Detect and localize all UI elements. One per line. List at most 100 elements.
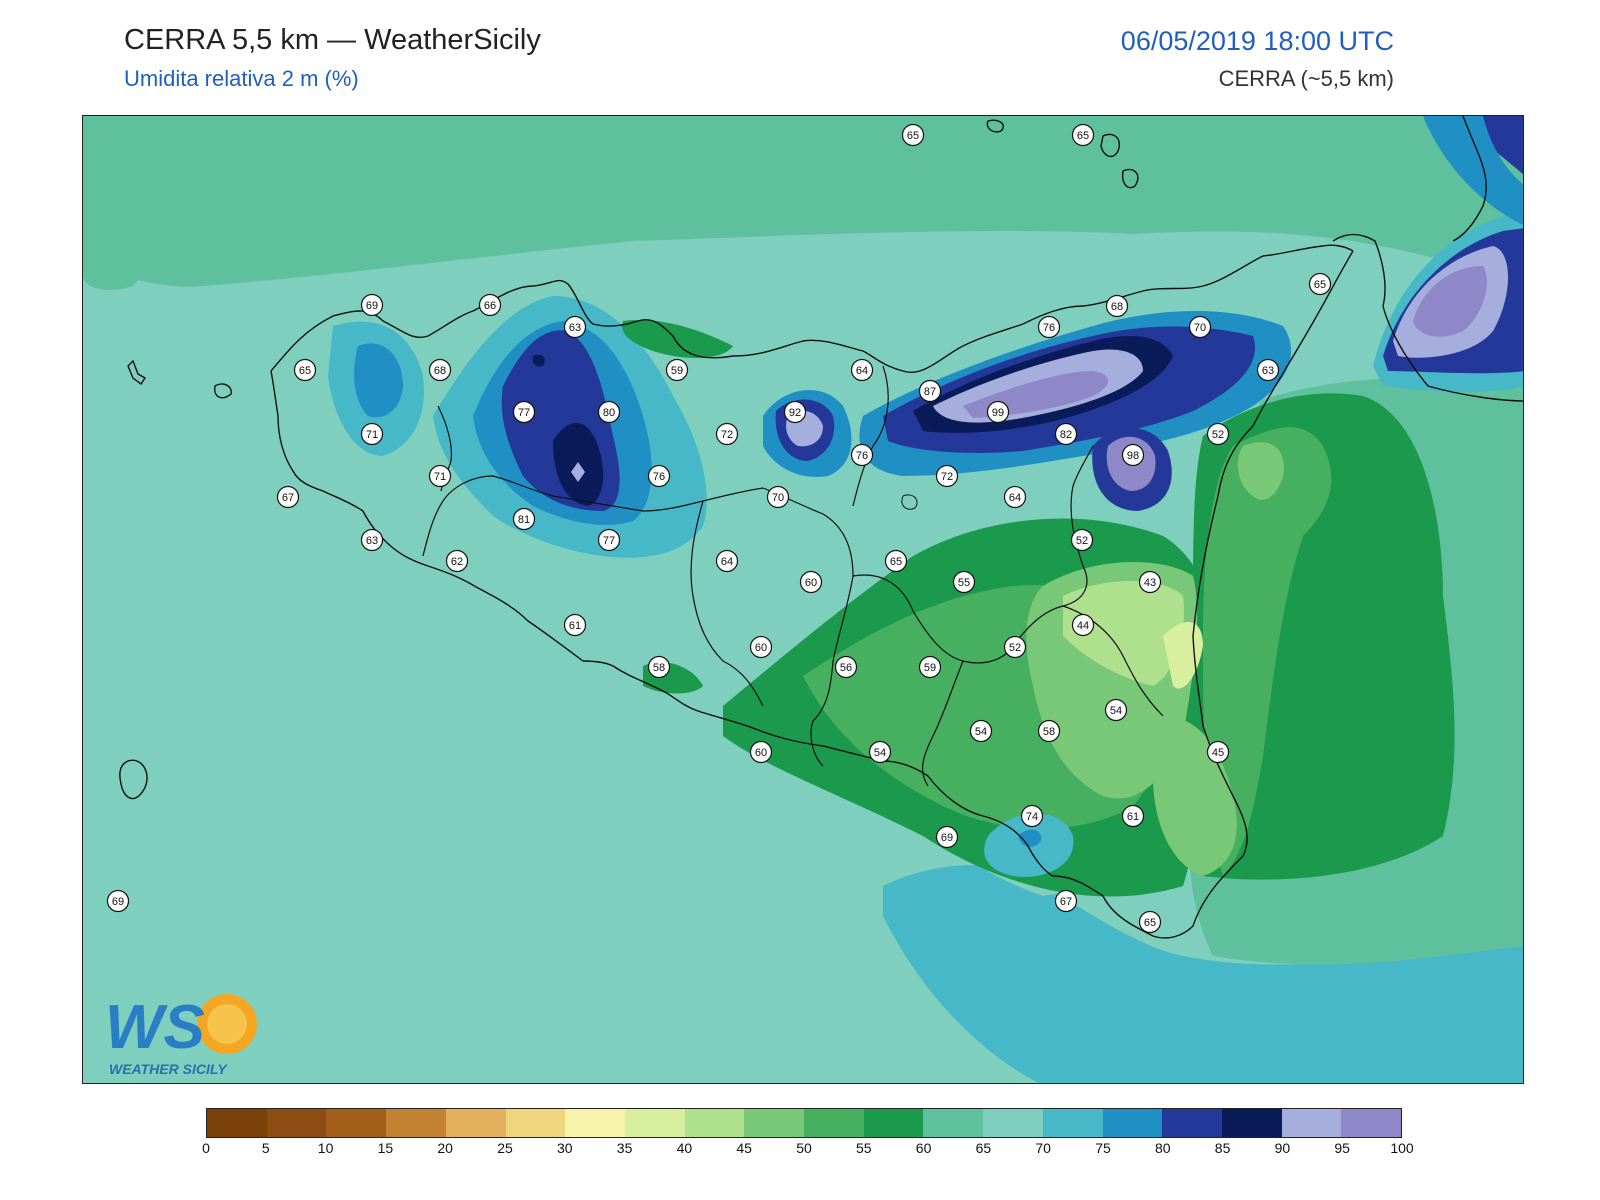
colorbar-tick-label: 75 [1095,1140,1111,1156]
station-marker: 64 [1003,485,1027,509]
station-value: 69 [941,832,953,844]
station-marker: 71 [428,464,452,488]
colorbar-tick-label: 20 [437,1140,453,1156]
station-marker: 58 [647,655,671,679]
station-value: 58 [1043,726,1055,738]
station-value: 61 [1127,811,1139,823]
aeolian-island-3 [986,119,1005,133]
station-value: 63 [569,322,581,334]
colorbar-segment [445,1109,506,1137]
station-value: 61 [569,620,581,632]
colorbar-segment [266,1109,327,1137]
colorbar-tick-label: 45 [736,1140,752,1156]
colorbar-segment [624,1109,685,1137]
station-marker: 77 [597,528,621,552]
field-tyrrhenian-green [622,320,733,358]
station-marker: 71 [360,422,384,446]
station-marker: 67 [276,485,300,509]
station-marker: 68 [1105,294,1129,318]
colorbar-segment [1221,1109,1282,1137]
station-marker: 65 [884,549,908,573]
station-value: 98 [1127,450,1139,462]
station-value: 64 [1009,492,1021,504]
station-value: 76 [653,471,665,483]
logo-ws-text: WS [105,993,205,1062]
colorbar-tick-label: 90 [1274,1140,1291,1156]
station-value: 71 [366,429,378,441]
station-marker: 45 [1206,740,1230,764]
forecast-datetime: 06/05/2019 18:00 UTC [1120,26,1394,56]
station-value: 77 [603,535,615,547]
field-calabria-peak [1413,266,1487,337]
map-svg: 65 65 69 66 63 68 65 71 77 80 59 71 67 76 81 77 63 62 92 72… [83,116,1523,1083]
colorbar-tick-label: 25 [497,1140,513,1156]
model-info: CERRA (~5,5 km) [1218,66,1394,91]
station-marker: 74 [1020,804,1044,828]
station-value: 66 [484,300,496,312]
calabria-coast [1332,233,1523,402]
field-palermo-peak [571,462,585,482]
station-marker: 63 [360,528,384,552]
station-value: 87 [924,386,936,398]
station-value: 52 [1009,642,1021,654]
border-ragusa-catania [921,660,964,787]
field-ragusa-blue [1018,829,1042,848]
field-west-blob [83,240,144,291]
field-ionian-cyan [883,865,1523,1083]
station-marker: 52 [1070,528,1094,552]
colorbar-segment [684,1109,745,1137]
colorbar-tick-label: 55 [856,1140,872,1156]
station-marker: 54 [868,740,892,764]
colorbar-tick-label: 60 [915,1140,932,1156]
station-value: 74 [1026,811,1038,823]
colorbar-tick-label: 65 [975,1140,992,1156]
colorbar-tick-label: 30 [557,1140,573,1156]
colorbar-segment [1162,1109,1222,1137]
station-marker: 65 [293,358,317,382]
province-borders [422,365,1164,787]
station-marker: 59 [665,358,689,382]
station-value: 70 [772,492,784,504]
station-value: 63 [1262,365,1274,377]
calabria-north-coast [1452,116,1487,242]
colorbar-tick-label: 0 [202,1140,210,1156]
station-value: 92 [789,407,801,419]
station-marker: 99 [986,400,1010,424]
weathersicily-logo: WS WEATHER SICILY [105,993,257,1077]
station-value: 68 [1111,301,1123,313]
station-value: 65 [299,365,311,377]
field-northeast-blue [1423,116,1523,225]
station-value: 76 [1043,322,1055,334]
colorbar [206,1108,1402,1138]
station-value: 65 [890,556,902,568]
station-value: 81 [518,514,530,526]
colorbar-segment [505,1109,566,1137]
logo-brand-text: WEATHER SICILY [109,1061,228,1077]
station-marker: 64 [850,358,874,382]
station-marker: 70 [766,485,790,509]
station-marker: 65 [1138,910,1162,934]
colorbar-tick-label: 15 [377,1140,394,1156]
field-catania-lighter [1063,581,1184,686]
station-marker: 67 [1054,889,1078,913]
colorbar-tick-label: 10 [317,1140,334,1156]
station-marker: 82 [1054,422,1078,446]
station-marker: 56 [834,655,858,679]
station-value: 59 [924,662,936,674]
station-marker: 76 [850,443,874,467]
field-trapani-blue [354,343,403,418]
station-value: 52 [1212,429,1224,441]
aeolian-island-1 [1100,133,1120,158]
station-marker: 61 [1121,804,1145,828]
border-caltanissetta-enna [762,487,854,767]
colorbar-segment [923,1109,984,1137]
colorbar-segment [565,1109,625,1137]
station-marker: 64 [715,549,739,573]
station-marker: 98 [1121,443,1145,467]
station-value: 64 [721,556,733,568]
station-marker: 58 [1037,719,1061,743]
station-value: 99 [992,407,1004,419]
station-marker: 81 [512,507,536,531]
station-value: 45 [1212,747,1224,759]
station-marker: 63 [1256,358,1280,382]
